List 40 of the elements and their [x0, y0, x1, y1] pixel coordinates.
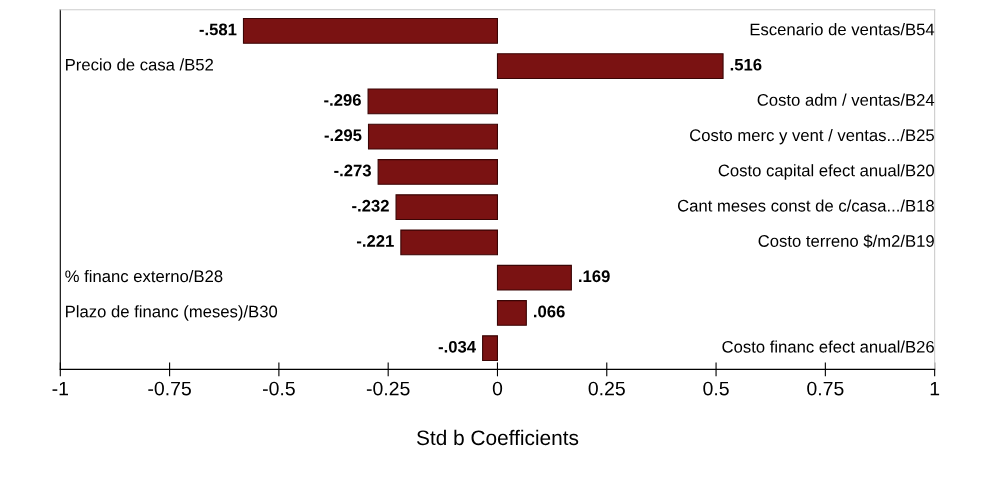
- y-tick-label: Cant meses const de c/casa.../B18: [677, 199, 934, 212]
- x-tick-label: 0.5: [703, 381, 729, 396]
- data-label: -.034: [438, 340, 476, 353]
- bar: [496, 264, 572, 291]
- data-label: -.295: [324, 129, 362, 142]
- y-tick-label: Costo terreno $/m2/B19: [758, 234, 934, 248]
- x-tick-label: 0.25: [588, 381, 625, 396]
- bar: [395, 194, 499, 221]
- data-label: .066: [534, 305, 565, 318]
- x-tick-label: 0.75: [807, 381, 844, 396]
- x-tick-label: 1: [930, 381, 940, 396]
- bar: [367, 88, 499, 115]
- bar: [496, 53, 724, 80]
- bar: [377, 159, 499, 185]
- bar: [496, 300, 527, 326]
- data-label: -.273: [334, 164, 371, 177]
- bar: [400, 229, 499, 256]
- y-tick-label: Costo merc y vent / ventas.../B25: [690, 128, 934, 145]
- data-label: -.221: [356, 235, 394, 247]
- y-tick-label: Costo capital efect anual/B20: [718, 164, 935, 180]
- data-label: .169: [579, 270, 610, 283]
- x-tick-label: -0.75: [148, 381, 191, 396]
- x-axis-title: Std b Coefficients: [416, 429, 579, 446]
- data-label: -.232: [352, 199, 389, 212]
- x-tick-label: -0.5: [263, 381, 295, 396]
- y-tick-label: Costo financ efect anual/B26: [722, 340, 934, 353]
- y-tick-label: Plazo de financ (meses)/B30: [66, 305, 278, 321]
- bar: [242, 17, 499, 44]
- x-tick-label: -0.25: [366, 381, 410, 396]
- y-tick-label: Costo adm / ventas/B24: [757, 93, 935, 106]
- data-label: -.296: [324, 94, 361, 106]
- x-tick-label: 0: [492, 381, 503, 396]
- y-tick-label: Precio de casa /B52: [66, 58, 213, 71]
- bar: [367, 123, 499, 150]
- data-label: .516: [730, 58, 762, 71]
- data-label: -.581: [199, 23, 237, 36]
- y-tick-label: % financ externo/B28: [65, 269, 223, 283]
- x-tick-label: -1: [52, 381, 68, 396]
- bar: [482, 335, 499, 362]
- y-tick-label: Escenario de ventas/B54: [750, 23, 935, 36]
